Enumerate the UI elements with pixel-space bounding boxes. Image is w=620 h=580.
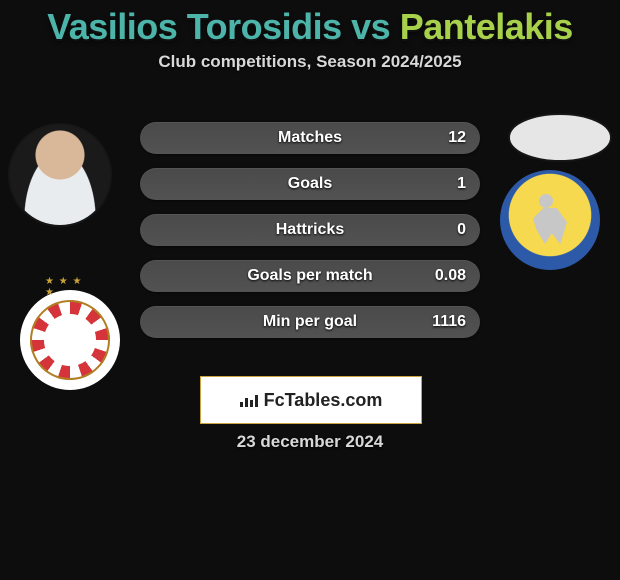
stat-label: Goals per match (140, 260, 480, 292)
club-badge-stars: ★ ★ ★ ★ (45, 276, 95, 298)
bar-chart-icon (240, 393, 258, 407)
comparison-card: Vasilios Torosidis vs Pantelakis Club co… (0, 0, 620, 580)
player1-photo-placeholder (10, 125, 110, 225)
stat-bar: Goals per match 0.08 (140, 260, 480, 292)
branding-box[interactable]: FcTables.com (200, 376, 422, 424)
stat-label: Min per goal (140, 306, 480, 338)
player1-club-badge: ★ ★ ★ ★ (20, 290, 120, 390)
subtitle: Club competitions, Season 2024/2025 (0, 52, 620, 72)
stat-value-right: 0.08 (435, 260, 466, 292)
player2-club-badge (500, 170, 600, 270)
stat-bar: Matches 12 (140, 122, 480, 154)
stat-value-right: 12 (448, 122, 466, 154)
stat-bar: Hattricks 0 (140, 214, 480, 246)
stat-label: Goals (140, 168, 480, 200)
stat-bar: Goals 1 (140, 168, 480, 200)
stat-label: Hattricks (140, 214, 480, 246)
title-vs: vs (351, 6, 390, 47)
branding-text: FcTables.com (264, 390, 383, 411)
olympiacos-crest-icon (30, 300, 110, 380)
stat-value-right: 0 (457, 214, 466, 246)
player1-avatar (10, 125, 110, 225)
page-title: Vasilios Torosidis vs Pantelakis (0, 0, 620, 48)
stats-bars: Matches 12 Goals 1 Hattricks 0 Goals per… (140, 122, 480, 352)
panetolikos-crest-icon (529, 190, 571, 250)
stat-bar: Min per goal 1116 (140, 306, 480, 338)
title-player1: Vasilios Torosidis (47, 6, 341, 47)
title-player2: Pantelakis (400, 6, 573, 47)
stat-label: Matches (140, 122, 480, 154)
date-text: 23 december 2024 (0, 432, 620, 452)
stat-value-right: 1 (457, 168, 466, 200)
player2-avatar-placeholder (510, 115, 610, 160)
stat-value-right: 1116 (432, 306, 466, 338)
